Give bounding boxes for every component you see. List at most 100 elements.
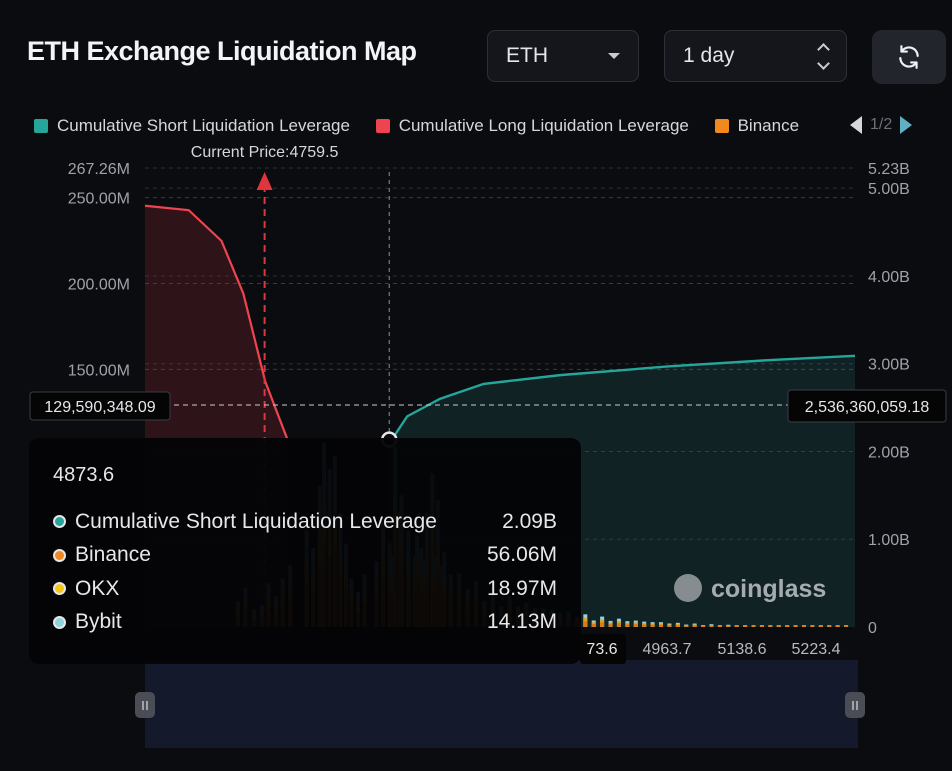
legend-page-indicator: 1/2 [870, 116, 893, 133]
binance-bar [810, 626, 815, 627]
okx-bar [776, 625, 781, 627]
binance-bar [675, 625, 680, 627]
bybit-bar [608, 620, 613, 627]
chevron-down-icon [608, 53, 620, 59]
tooltip-row: Bybit 14.13M [53, 606, 557, 640]
x-tick-label: 73.6 [586, 641, 617, 658]
binance-bar [608, 624, 613, 627]
bybit-bar [726, 624, 731, 627]
coinglass-logo-icon [674, 574, 702, 602]
bybit-bar [642, 621, 647, 627]
okx-bar [667, 624, 672, 627]
time-range-select[interactable]: 1 day [664, 30, 847, 82]
legend-item-binance[interactable]: Binance [714, 116, 799, 136]
okx-bar [625, 622, 630, 627]
binance-bar [659, 624, 664, 627]
okx-bar [709, 625, 714, 627]
binance-bar [734, 626, 739, 627]
binance-bar [583, 621, 588, 627]
tooltip-row: Binance 56.06M [53, 539, 557, 573]
binance-bar [827, 626, 832, 627]
zoom-navigator[interactable] [145, 660, 858, 748]
bybit-bar [659, 622, 664, 627]
legend-label: Cumulative Long Liquidation Leverage [398, 116, 689, 135]
binance-bar [844, 626, 849, 627]
legend-item-long[interactable]: Cumulative Long Liquidation Leverage [375, 116, 689, 136]
bybit-bar [818, 625, 823, 627]
binance-bar [751, 626, 756, 627]
crosshair-left-label-bg [29, 391, 171, 421]
binance-bar [785, 626, 790, 627]
legend-swatch [714, 119, 729, 133]
tooltip-series-value: 14.13M [486, 610, 557, 634]
y-left-tick-label: 150.00M [68, 362, 130, 379]
binance-bar [684, 625, 689, 627]
legend-swatch [375, 119, 390, 133]
hover-tooltip: 4873.6 Cumulative Short Liquidation Leve… [29, 438, 581, 664]
tooltip-row: Cumulative Short Liquidation Leverage 2.0… [53, 505, 557, 539]
tooltip-series-name: Cumulative Short Liquidation Leverage [75, 509, 437, 533]
coin-select[interactable]: ETH [487, 30, 639, 82]
okx-bar [785, 625, 790, 627]
bybit-bar [692, 623, 697, 627]
tooltip-series-value: 18.97M [486, 576, 557, 600]
tooltip-series-value: 56.06M [486, 543, 557, 567]
okx-bar [844, 625, 849, 627]
previous-arrow-icon[interactable] [850, 116, 862, 134]
binance-bar [743, 626, 748, 627]
binance-bar [801, 626, 806, 627]
crosshair-left-value: 129,590,348.09 [44, 399, 155, 416]
next-arrow-icon[interactable] [900, 116, 913, 134]
binance-bar [768, 626, 773, 627]
refresh-icon [899, 45, 919, 69]
bybit-bar [616, 618, 621, 627]
refresh-button[interactable] [872, 30, 946, 84]
tooltip-dot-icon [53, 582, 66, 596]
binance-bar [633, 624, 638, 627]
okx-bar [608, 622, 613, 627]
bybit-bar [827, 625, 832, 627]
legend-pager: 1/2 [850, 116, 913, 134]
okx-bar [759, 625, 764, 627]
tooltip-series-name: OKX [75, 576, 120, 600]
tooltip-series-value: 2.09B [502, 509, 557, 533]
binance-bar [591, 624, 596, 627]
time-range-value: 1 day [683, 44, 735, 67]
bybit-bar [801, 625, 806, 627]
bybit-bar [709, 624, 714, 627]
current-price-label: Current Price:4759.5 [191, 144, 339, 161]
okx-bar [642, 623, 647, 627]
tooltip-series-name: Binance [75, 543, 151, 567]
tooltip-dot-icon [53, 615, 66, 629]
okx-bar [659, 623, 664, 627]
short-line [388, 354, 856, 445]
binance-bar [759, 626, 764, 627]
watermark: coinglass [711, 575, 826, 603]
bybit-bar [701, 625, 706, 627]
binance-bar [818, 626, 823, 627]
binance-bar [793, 626, 798, 627]
binance-bar [642, 624, 647, 627]
crosshair-right-value: 2,536,360,059.18 [805, 399, 930, 416]
y-left-tick-label: 267.26M [68, 161, 130, 178]
okx-bar [675, 624, 680, 627]
bybit-bar [650, 622, 655, 627]
legend-item-short[interactable]: Cumulative Short Liquidation Leverage [34, 116, 350, 136]
chart-legend: Cumulative Short Liquidation Leverage Cu… [34, 116, 834, 138]
up-down-arrows-icon [817, 41, 830, 72]
okx-bar [801, 625, 806, 627]
binance-bar [709, 625, 714, 627]
bybit-bar [835, 625, 840, 627]
bybit-bar [675, 622, 680, 627]
bybit-bar [717, 625, 722, 627]
okx-bar [616, 621, 621, 627]
okx-bar [650, 623, 655, 627]
left-zoom-handle[interactable] [135, 692, 155, 718]
right-zoom-handle[interactable] [845, 692, 865, 718]
bybit-bar [751, 625, 756, 627]
okx-bar [591, 622, 596, 627]
legend-label: Cumulative Short Liquidation Leverage [57, 116, 350, 135]
binance-bar [701, 626, 706, 627]
current-price-arrow-icon [256, 172, 273, 190]
okx-bar [684, 625, 689, 627]
